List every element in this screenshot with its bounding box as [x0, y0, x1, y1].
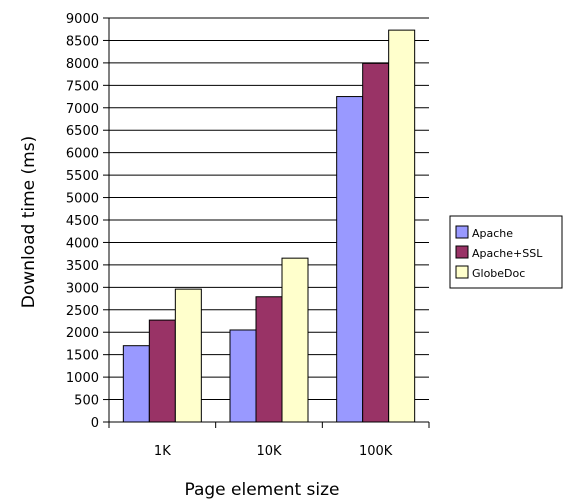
bar-apache-ssl-100k [362, 62, 390, 423]
y-tick-labels: 0 500 1000 1500 2000 2500 3000 3500 4000 4500 5000… [66, 12, 99, 431]
legend-label: Apache [472, 227, 513, 240]
y-tick-label: 1000 [66, 371, 99, 386]
bar-apache-10k [229, 329, 257, 423]
x-tick-labels: 1K 10K 100K [154, 444, 393, 459]
legend-swatch [455, 265, 469, 279]
bar-apache-100k [336, 96, 364, 423]
y-tick-label: 8000 [66, 57, 99, 72]
axes [103, 17, 430, 428]
legend-box [449, 215, 563, 289]
y-tick-label: 2500 [66, 304, 99, 319]
y-tick-label: 3500 [66, 259, 99, 274]
bar-globedoc-1k [174, 288, 202, 423]
bar-apache-1k [122, 345, 150, 423]
legend: Apache Apache+SSL GlobeDoc [449, 215, 563, 289]
x-axis-title: Page element size [184, 480, 339, 500]
y-tick-label: 3000 [66, 281, 99, 296]
y-tick-label: 4500 [66, 214, 99, 229]
bar-globedoc-10k [281, 257, 309, 423]
y-tick-label: 5500 [66, 169, 99, 184]
y-tick-label: 6500 [66, 124, 99, 139]
legend-label: GlobeDoc [472, 267, 525, 280]
y-tick-label: 2000 [66, 326, 99, 341]
legend-swatch [455, 245, 469, 259]
legend-swatch [455, 225, 469, 239]
bar-apache-ssl-10k [255, 296, 283, 423]
y-tick-label: 5000 [66, 192, 99, 207]
y-tick-label: 0 [91, 416, 99, 431]
bars [122, 29, 416, 423]
y-tick-label: 8500 [66, 34, 99, 49]
bar-apache-ssl-1k [148, 319, 176, 423]
x-tick-label: 100K [359, 444, 393, 459]
y-tick-label: 9000 [66, 12, 99, 27]
x-tick-label: 10K [256, 444, 282, 459]
y-tick-label: 7500 [66, 79, 99, 94]
y-axis-title: Download time (ms) [19, 136, 39, 308]
y-tick-label: 500 [74, 394, 99, 409]
x-tick-label: 1K [154, 444, 171, 459]
y-tick-label: 4000 [66, 236, 99, 251]
y-tick-label: 6000 [66, 147, 99, 162]
bar-globedoc-100k [388, 29, 416, 423]
legend-label: Apache+SSL [472, 247, 543, 260]
y-tick-label: 7000 [66, 102, 99, 117]
y-tick-label: 1500 [66, 349, 99, 364]
